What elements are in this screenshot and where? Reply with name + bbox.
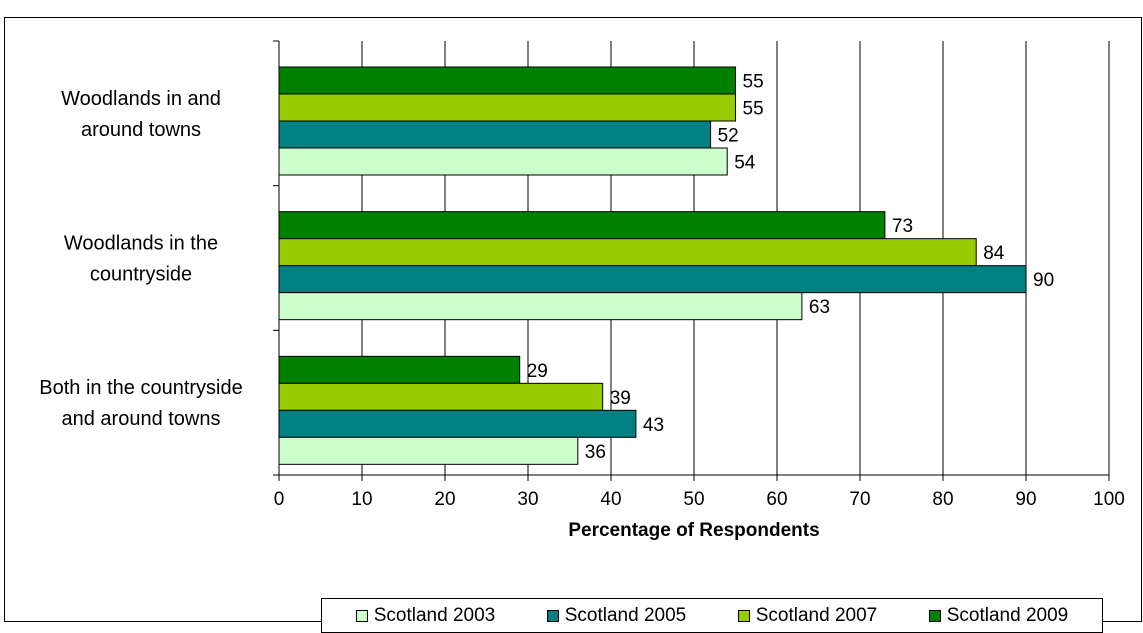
data-label: 39 — [610, 388, 631, 409]
bar-scotland-2007 — [278, 93, 736, 122]
bar-scotland-2005 — [278, 265, 1027, 294]
x-axis-title: Percentage of Respondents — [568, 520, 819, 541]
legend-label: Scotland 2003 — [373, 604, 496, 626]
legend-item: Scotland 2009 — [928, 604, 1069, 627]
bar-scotland-2009 — [278, 355, 521, 384]
legend-swatch — [928, 609, 941, 622]
legend-item: Scotland 2005 — [546, 604, 687, 627]
legend-item: Scotland 2007 — [737, 604, 878, 627]
bar-scotland-2009 — [278, 211, 886, 240]
category-label: countryside — [90, 264, 192, 286]
category-label: Woodlands in the — [64, 233, 218, 255]
category-label: Both in the countryside — [39, 377, 242, 399]
data-label: 43 — [643, 415, 664, 436]
x-tick-label: 10 — [351, 489, 372, 510]
data-label: 52 — [718, 126, 739, 147]
x-tick-label: 100 — [1093, 489, 1125, 510]
bar-scotland-2005 — [278, 120, 712, 149]
bar-chart: 0 10 20 30 40 50 60 70 80 90 100 Percentage of Resp… — [39, 40, 1125, 541]
bar-scotland-2005 — [278, 409, 637, 438]
x-tick-label: 50 — [683, 489, 704, 510]
x-tick-label: 70 — [849, 489, 870, 510]
legend-label: Scotland 2005 — [564, 604, 687, 626]
data-label: 55 — [743, 99, 764, 120]
bar-scotland-2009 — [278, 66, 736, 95]
data-label: 73 — [892, 216, 913, 237]
x-tick-label: 30 — [517, 489, 538, 510]
legend-swatch — [355, 609, 368, 622]
bar-scotland-2003 — [278, 147, 728, 176]
legend-label: Scotland 2009 — [946, 604, 1069, 626]
x-tick-label: 90 — [1015, 489, 1036, 510]
legend-swatch — [546, 609, 559, 622]
data-label: 90 — [1033, 270, 1054, 291]
bar-scotland-2007 — [278, 238, 977, 267]
x-tick-label: 20 — [434, 489, 455, 510]
legend-item: Scotland 2003 — [355, 604, 496, 627]
data-label: 84 — [983, 243, 1005, 264]
bar-scotland-2003 — [278, 292, 803, 321]
data-label: 54 — [734, 153, 756, 174]
legend-swatch — [737, 609, 750, 622]
bar-scotland-2007 — [278, 382, 604, 411]
bar-scotland-2003 — [278, 436, 579, 465]
x-tick-label: 0 — [274, 489, 285, 510]
x-tick-label: 80 — [932, 489, 953, 510]
legend-label: Scotland 2007 — [755, 604, 878, 626]
category-label: and around towns — [61, 408, 220, 430]
data-label: 55 — [743, 72, 764, 93]
x-tick-label: 60 — [766, 489, 787, 510]
data-label: 29 — [527, 361, 548, 382]
category-label: Woodlands in and — [61, 88, 221, 110]
legend: Scotland 2003 Scotland 2005 Scotland 2007 S… — [321, 598, 1103, 633]
category-label: around towns — [81, 119, 201, 141]
chart-frame: 0 10 20 30 40 50 60 70 80 90 100 Percentage of Resp… — [4, 17, 1142, 633]
x-tick-label: 40 — [600, 489, 621, 510]
data-label: 36 — [585, 442, 606, 463]
data-label: 63 — [809, 297, 830, 318]
